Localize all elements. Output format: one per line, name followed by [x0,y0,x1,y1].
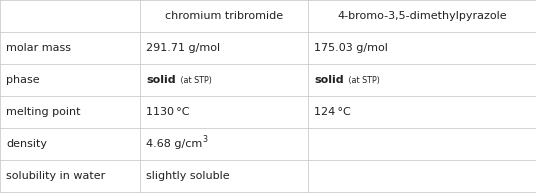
Text: melting point: melting point [6,107,80,117]
Text: density: density [6,139,47,149]
Text: 291.71 g/mol: 291.71 g/mol [146,43,220,53]
Text: 124 °C: 124 °C [314,107,351,117]
Text: chromium tribromide: chromium tribromide [165,11,283,21]
Text: (at STP): (at STP) [346,75,379,84]
Text: (at STP): (at STP) [177,75,212,84]
Text: slightly soluble: slightly soluble [146,171,229,181]
Text: 4-bromo-3,5-dimethylpyrazole: 4-bromo-3,5-dimethylpyrazole [337,11,507,21]
Text: solid: solid [146,75,176,85]
Text: solid: solid [314,75,344,85]
Text: 1130 °C: 1130 °C [146,107,190,117]
Text: 4.68 g/cm: 4.68 g/cm [146,139,202,149]
Text: 3: 3 [202,135,207,144]
Text: molar mass: molar mass [6,43,71,53]
Text: 175.03 g/mol: 175.03 g/mol [314,43,388,53]
Text: phase: phase [6,75,40,85]
Text: solubility in water: solubility in water [6,171,105,181]
